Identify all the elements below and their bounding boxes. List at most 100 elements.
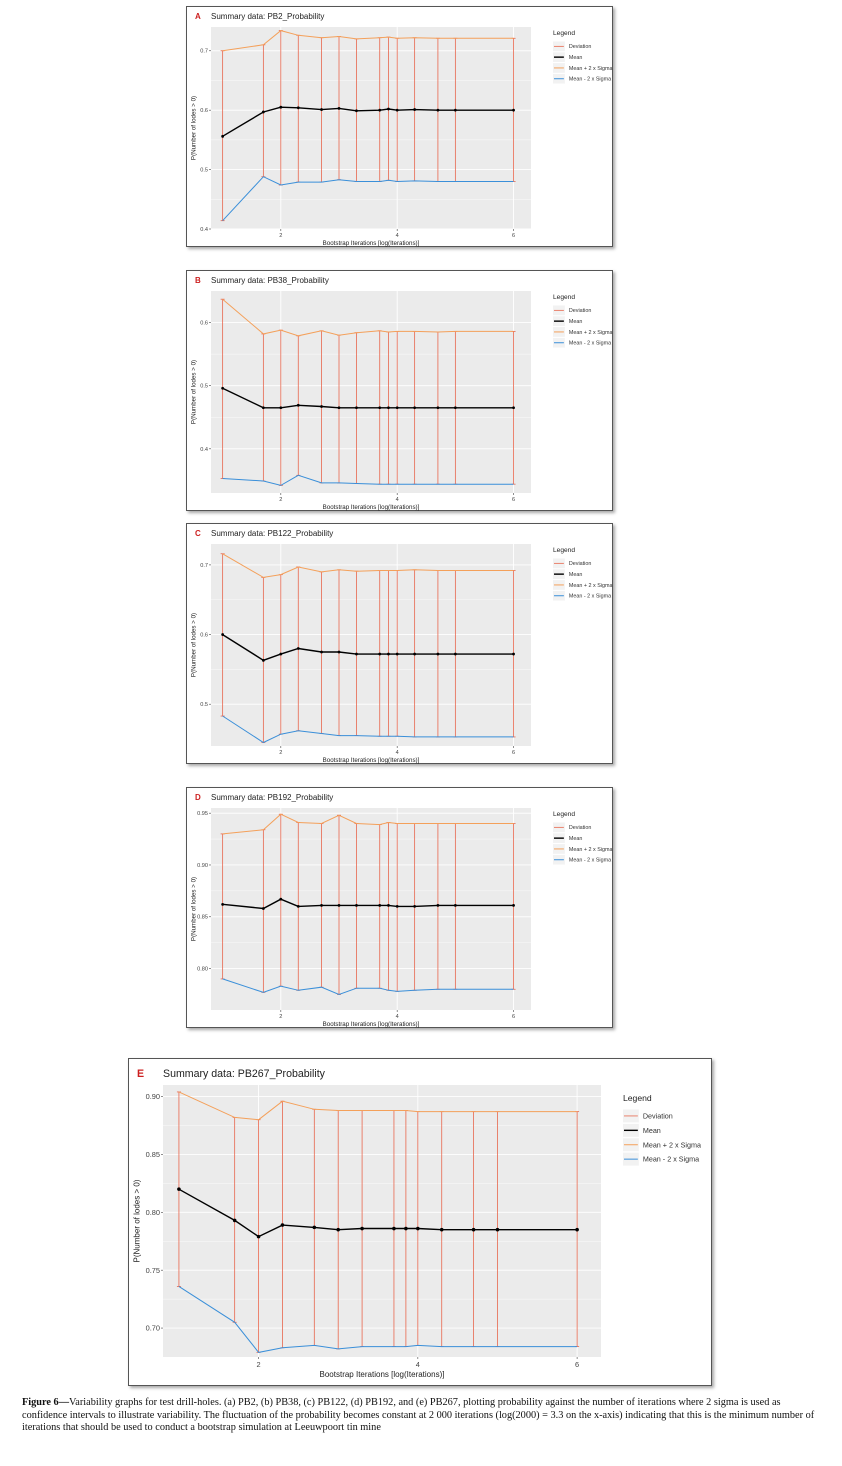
x-tick-label: 6 xyxy=(512,1014,515,1020)
x-tick-label: 2 xyxy=(279,1014,282,1020)
mean-line xyxy=(222,106,514,137)
mean-point xyxy=(387,903,390,907)
mean-point xyxy=(436,406,440,410)
x-tick-label: 4 xyxy=(396,497,399,503)
legend-entry-label: Mean + 2 x Sigma xyxy=(569,66,613,72)
y-axis-label: P(Number of lodes > 0) xyxy=(191,96,198,160)
mean-point xyxy=(320,405,323,408)
chart-title: Summary data: PB122_Probability xyxy=(211,529,333,538)
mean-point xyxy=(320,903,323,907)
legend-entry-label: Mean - 2 x Sigma xyxy=(569,858,611,864)
legend-entry-label: Mean xyxy=(569,319,583,325)
mean-point xyxy=(416,1226,420,1231)
mean-point xyxy=(453,652,457,656)
mean-point xyxy=(436,652,440,656)
mean-point xyxy=(261,406,265,410)
y-tick-label: 0.6 xyxy=(200,108,208,114)
chart-panel-d: D Summary data: PB192_Probability 0.80 0.85… xyxy=(186,787,613,1028)
y-tick-label: 0.7 xyxy=(200,49,208,55)
mean-point xyxy=(279,406,283,410)
x-tick-label: 4 xyxy=(396,1014,399,1020)
mean-point xyxy=(413,406,417,410)
y-axis-label: P(Number of lodes > 0) xyxy=(191,613,198,677)
mean-point xyxy=(378,406,382,410)
lower-line xyxy=(222,978,514,996)
chart-svg: D Summary data: PB192_Probability 0.80 0.85… xyxy=(191,793,613,1028)
mean-point xyxy=(471,1227,476,1232)
legend-entry-label: Deviation xyxy=(569,44,591,50)
mean-point xyxy=(296,106,300,110)
mean-point xyxy=(387,406,390,410)
y-tick-label: 0.5 xyxy=(200,168,208,174)
y-tick-label: 0.6 xyxy=(200,633,208,639)
y-axis-label: P(Number of lodes > 0) xyxy=(191,877,198,941)
x-tick-label: 4 xyxy=(416,1360,420,1369)
mean-point xyxy=(312,1225,317,1230)
mean-point xyxy=(261,110,265,114)
mean-point xyxy=(296,403,300,407)
x-tick-label: 6 xyxy=(512,233,515,239)
x-tick-label: 2 xyxy=(279,497,282,503)
chart-title: Summary data: PB192_Probability xyxy=(211,793,333,802)
mean-point xyxy=(413,652,417,656)
y-tick-label: 0.5 xyxy=(200,384,208,390)
mean-point xyxy=(261,907,265,910)
x-axis-label: Bootstrap Iterations [log(Iterations)] xyxy=(323,757,420,764)
chart-title: Summary data: PB267_Probability xyxy=(163,1068,326,1080)
y-tick-label: 0.5 xyxy=(200,702,208,708)
legend-entry-label: Deviation xyxy=(569,308,591,314)
mean-point xyxy=(296,647,300,650)
mean-point xyxy=(453,108,457,112)
mean-line xyxy=(222,898,514,910)
mean-point xyxy=(453,903,457,907)
chart-panel-c: C Summary data: PB122_Probability 0.5 0.6 0.… xyxy=(186,523,613,764)
y-tick-label: 0.4 xyxy=(200,227,208,233)
panel-letter: E xyxy=(137,1068,144,1080)
mean-point xyxy=(512,108,515,112)
legend-title: Legend xyxy=(623,1093,652,1103)
panel-letter: B xyxy=(195,276,201,285)
y-tick-label: 0.7 xyxy=(200,563,208,569)
mean-point xyxy=(392,1226,396,1231)
mean-point xyxy=(495,1227,500,1232)
chart-title: Summary data: PB2_Probability xyxy=(211,12,324,21)
lower-line xyxy=(222,474,514,486)
mean-point xyxy=(387,652,390,656)
mean-point xyxy=(232,1218,237,1223)
y-tick-label: 0.4 xyxy=(200,447,208,453)
legend-title: Legend xyxy=(553,547,575,554)
chart-svg: E Summary data: PB267_Probability 0.70 0.75… xyxy=(132,1068,701,1379)
y-tick-label: 0.6 xyxy=(200,321,208,327)
plot-background xyxy=(163,1085,601,1357)
mean-point xyxy=(404,1226,408,1231)
legend-title: Legend xyxy=(553,294,575,301)
chart-panel-a: A Summary data: PB2_Probability 0.4 0.5 0.6 0… xyxy=(186,6,613,247)
mean-point xyxy=(279,652,283,656)
mean-point xyxy=(221,134,225,138)
panel-letter: C xyxy=(195,529,201,538)
mean-point xyxy=(355,109,358,113)
mean-line xyxy=(222,387,514,409)
mean-point xyxy=(221,902,225,906)
plot-background xyxy=(211,291,531,493)
y-tick-label: 0.75 xyxy=(146,1266,160,1275)
upper-line xyxy=(222,553,514,578)
lower-line xyxy=(222,715,514,744)
upper-line xyxy=(222,298,514,337)
legend-entry-label: Mean + 2 x Sigma xyxy=(569,583,613,589)
mean-point xyxy=(355,406,358,410)
mean-point xyxy=(413,108,417,111)
x-tick-label: 4 xyxy=(396,750,399,756)
legend-entry-label: Deviation xyxy=(643,1111,673,1120)
mean-point xyxy=(337,406,341,410)
mean-point xyxy=(320,108,323,111)
y-tick-label: 0.80 xyxy=(146,1208,160,1217)
mean-point xyxy=(221,633,225,636)
legend-entry-label: Mean xyxy=(569,836,583,842)
panel-letter: A xyxy=(195,12,201,21)
mean-point xyxy=(512,903,515,907)
mean-point xyxy=(395,652,399,656)
figure-caption-label: Figure 6— xyxy=(22,1397,69,1408)
y-tick-label: 0.95 xyxy=(197,811,208,817)
x-tick-label: 2 xyxy=(279,233,282,239)
